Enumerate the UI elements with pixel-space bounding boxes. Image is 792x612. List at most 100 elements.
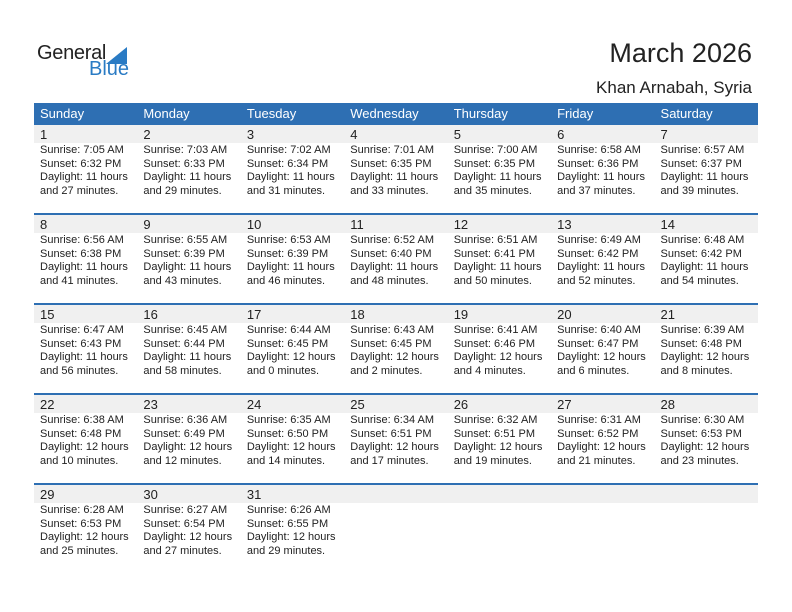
daylight: Daylight: 11 hours <box>40 351 128 363</box>
sunset: Sunset: 6:48 PM <box>40 427 122 440</box>
sunset: Sunset: 6:43 PM <box>40 337 122 350</box>
weekday-wednesday: Wednesday <box>350 106 419 121</box>
sunrise: Sunrise: 6:49 AM <box>557 234 641 246</box>
sunrise: Sunrise: 7:00 AM <box>453 144 538 156</box>
daylight-minutes: and 50 minutes. <box>453 274 532 287</box>
sunrise: Sunrise: 6:45 AM <box>143 324 228 336</box>
daylight-minutes: and 23 minutes. <box>660 454 739 467</box>
day-number: 22 <box>34 395 138 413</box>
daylight: Daylight: 12 hours <box>350 351 439 363</box>
weekday-sunday: Sunday <box>40 106 85 121</box>
sunset: Sunset: 6:53 PM <box>660 427 742 440</box>
day-cell: 29 Sunrise: 6:28 AM Sunset: 6:53 PM Dayl… <box>34 485 138 573</box>
sunset: Sunset: 6:51 PM <box>453 427 536 440</box>
daylight-minutes: and 2 minutes. <box>350 364 423 377</box>
day-number: 17 <box>240 305 345 323</box>
daylight-minutes: and 17 minutes. <box>350 454 429 467</box>
sunset: Sunset: 6:48 PM <box>660 337 742 350</box>
sunrise: Sunrise: 7:05 AM <box>40 144 124 156</box>
day-number: 6 <box>551 125 655 143</box>
daylight-minutes: and 25 minutes. <box>40 544 119 557</box>
day-cell: 22 Sunrise: 6:38 AM Sunset: 6:48 PM Dayl… <box>34 395 138 483</box>
day-cell: 21 Sunrise: 6:39 AM Sunset: 6:48 PM Dayl… <box>654 305 758 393</box>
sunset: Sunset: 6:39 PM <box>143 247 225 260</box>
day-number: 26 <box>447 395 552 413</box>
daylight-minutes: and 48 minutes. <box>350 274 429 287</box>
daylight-minutes: and 56 minutes. <box>40 364 119 377</box>
sunrise: Sunrise: 6:38 AM <box>40 414 124 426</box>
sunset: Sunset: 6:36 PM <box>557 157 639 170</box>
day-number: 29 <box>34 485 138 503</box>
sunrise: Sunrise: 7:03 AM <box>143 144 228 156</box>
day-cell: 16 Sunrise: 6:45 AM Sunset: 6:44 PM Dayl… <box>137 305 241 393</box>
daylight-minutes: and 8 minutes. <box>660 364 733 377</box>
daylight: Daylight: 12 hours <box>557 351 646 363</box>
daylight-minutes: and 37 minutes. <box>557 184 636 197</box>
week-row: 22 Sunrise: 6:38 AM Sunset: 6:48 PM Dayl… <box>34 393 758 483</box>
daylight: Daylight: 11 hours <box>557 261 645 273</box>
sunset: Sunset: 6:37 PM <box>660 157 742 170</box>
day-cell: 10 Sunrise: 6:53 AM Sunset: 6:39 PM Dayl… <box>240 215 345 303</box>
sunrise: Sunrise: 7:01 AM <box>350 144 435 156</box>
day-cell: 9 Sunrise: 6:55 AM Sunset: 6:39 PM Dayli… <box>137 215 241 303</box>
sunset: Sunset: 6:50 PM <box>246 427 329 440</box>
logo: General Blue <box>37 42 132 82</box>
logo-blue: Blue <box>89 58 130 80</box>
sunset: Sunset: 6:45 PM <box>350 337 432 350</box>
day-number: 14 <box>654 215 758 233</box>
empty-cell <box>447 485 552 573</box>
daylight: Daylight: 11 hours <box>40 261 128 273</box>
weekday-friday: Friday <box>557 106 594 121</box>
day-cell: 24 Sunrise: 6:35 AM Sunset: 6:50 PM Dayl… <box>240 395 345 483</box>
day-cell: 12 Sunrise: 6:51 AM Sunset: 6:41 PM Dayl… <box>447 215 552 303</box>
week-row: 29 Sunrise: 6:28 AM Sunset: 6:53 PM Dayl… <box>34 483 758 573</box>
day-number: 5 <box>447 125 552 143</box>
weekday-header: Sunday Monday Tuesday Wednesday Thursday Frid… <box>34 103 758 125</box>
sunrise: Sunrise: 6:32 AM <box>453 414 538 426</box>
sunrise: Sunrise: 6:47 AM <box>40 324 124 336</box>
day-number: 2 <box>137 125 241 143</box>
day-number: 11 <box>344 215 448 233</box>
daylight-minutes: and 58 minutes. <box>143 364 222 377</box>
day-cell: 11 Sunrise: 6:52 AM Sunset: 6:40 PM Dayl… <box>344 215 448 303</box>
sunrise: Sunrise: 6:56 AM <box>40 234 124 246</box>
day-number: 1 <box>34 125 138 143</box>
sunset: Sunset: 6:44 PM <box>143 337 225 350</box>
week-row: 8 Sunrise: 6:56 AM Sunset: 6:38 PM Dayli… <box>34 213 758 303</box>
sunset: Sunset: 6:39 PM <box>246 247 329 260</box>
daylight: Daylight: 12 hours <box>660 441 750 453</box>
daylight: Daylight: 11 hours <box>143 261 232 273</box>
logo-triangle-icon <box>106 47 127 64</box>
daylight: Daylight: 12 hours <box>246 531 336 543</box>
sunrise: Sunrise: 6:26 AM <box>246 504 331 516</box>
sunset: Sunset: 6:41 PM <box>453 247 536 260</box>
daylight-minutes: and 31 minutes. <box>246 184 326 197</box>
daylight: Daylight: 12 hours <box>557 441 646 453</box>
daylight-minutes: and 29 minutes. <box>246 544 326 557</box>
day-cell: 25 Sunrise: 6:34 AM Sunset: 6:51 PM Dayl… <box>344 395 448 483</box>
daylight: Daylight: 12 hours <box>453 351 543 363</box>
sunrise: Sunrise: 6:51 AM <box>453 234 538 246</box>
sunset: Sunset: 6:47 PM <box>557 337 639 350</box>
daylight: Daylight: 12 hours <box>143 531 233 543</box>
daylight-minutes: and 43 minutes. <box>143 274 222 287</box>
day-cell: 7 Sunrise: 6:57 AM Sunset: 6:37 PM Dayli… <box>654 125 758 213</box>
sunset: Sunset: 6:55 PM <box>246 517 329 530</box>
week-row: 1 Sunrise: 7:05 AM Sunset: 6:32 PM Dayli… <box>34 125 758 213</box>
daylight: Daylight: 11 hours <box>246 171 335 183</box>
daylight-minutes: and 12 minutes. <box>143 454 222 467</box>
daylight-minutes: and 0 minutes. <box>246 364 319 377</box>
sunset: Sunset: 6:53 PM <box>40 517 122 530</box>
day-number: 18 <box>344 305 448 323</box>
daylight-minutes: and 27 minutes. <box>40 184 119 197</box>
day-cell: 5 Sunrise: 7:00 AM Sunset: 6:35 PM Dayli… <box>447 125 552 213</box>
day-number: 27 <box>551 395 655 413</box>
daylight-minutes: and 41 minutes. <box>40 274 119 287</box>
sunrise: Sunrise: 7:02 AM <box>246 144 331 156</box>
sunset: Sunset: 6:35 PM <box>453 157 536 170</box>
sunset: Sunset: 6:35 PM <box>350 157 432 170</box>
daylight: Daylight: 11 hours <box>660 171 749 183</box>
day-number: 7 <box>654 125 758 143</box>
sunset: Sunset: 6:38 PM <box>40 247 122 260</box>
daylight: Daylight: 12 hours <box>246 351 336 363</box>
